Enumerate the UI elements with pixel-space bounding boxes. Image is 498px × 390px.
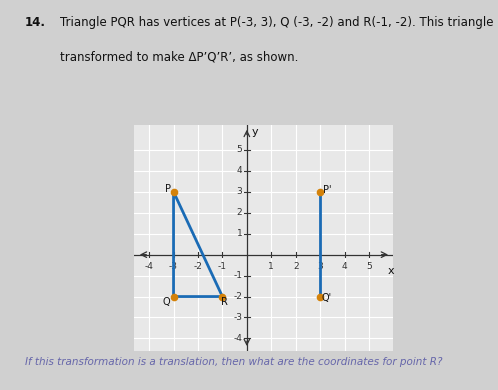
Text: 4: 4 bbox=[342, 262, 348, 271]
Text: 1: 1 bbox=[268, 262, 274, 271]
Text: 5: 5 bbox=[237, 145, 243, 154]
Text: R: R bbox=[221, 298, 228, 307]
Text: -2: -2 bbox=[234, 292, 243, 301]
Text: P': P' bbox=[323, 185, 331, 195]
Text: 5: 5 bbox=[366, 262, 372, 271]
Text: 2: 2 bbox=[237, 208, 243, 217]
Text: 2: 2 bbox=[293, 262, 298, 271]
Text: -2: -2 bbox=[194, 262, 202, 271]
Text: 4: 4 bbox=[237, 167, 243, 176]
Text: If this transformation is a translation, then what are the coordinates for point: If this transformation is a translation,… bbox=[25, 356, 442, 367]
Text: -4: -4 bbox=[145, 262, 153, 271]
Text: y: y bbox=[251, 127, 258, 137]
Text: -1: -1 bbox=[234, 271, 243, 280]
Text: -3: -3 bbox=[169, 262, 178, 271]
Text: P: P bbox=[165, 184, 171, 194]
Text: 3: 3 bbox=[317, 262, 323, 271]
Text: -1: -1 bbox=[218, 262, 227, 271]
Text: Triangle PQR has vertices at P(-3, 3), Q (-3, -2) and R(-1, -2). This triangle i: Triangle PQR has vertices at P(-3, 3), Q… bbox=[60, 16, 498, 28]
Text: 3: 3 bbox=[237, 187, 243, 196]
Text: x: x bbox=[387, 266, 394, 276]
Text: -3: -3 bbox=[234, 313, 243, 322]
Text: -4: -4 bbox=[234, 334, 243, 343]
Text: Q': Q' bbox=[322, 293, 332, 303]
Text: 14.: 14. bbox=[25, 16, 46, 28]
Text: 1: 1 bbox=[237, 229, 243, 238]
Text: transformed to make ΔP’Q’R’, as shown.: transformed to make ΔP’Q’R’, as shown. bbox=[60, 51, 298, 64]
Text: Q: Q bbox=[162, 298, 170, 307]
